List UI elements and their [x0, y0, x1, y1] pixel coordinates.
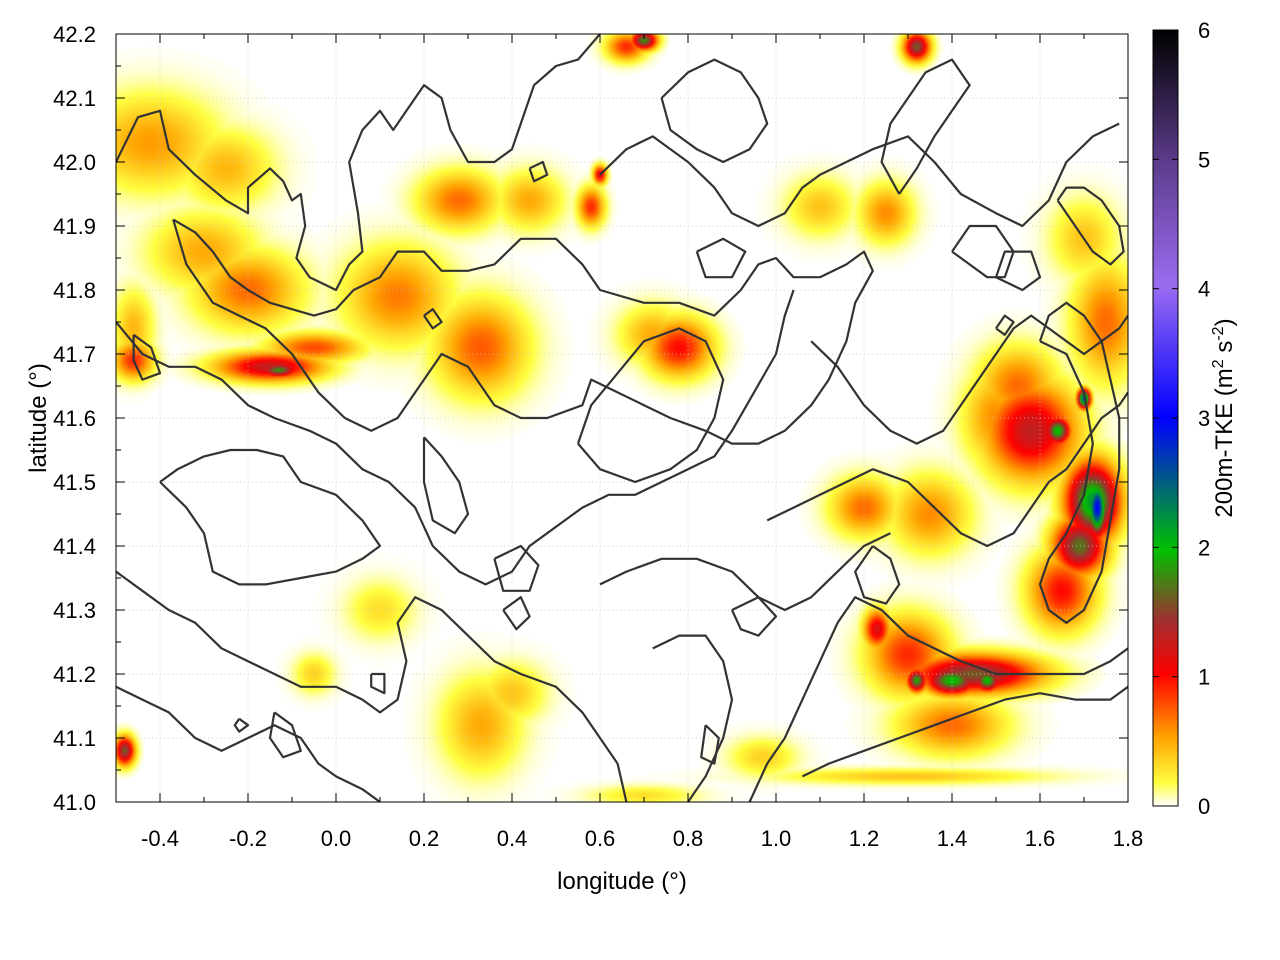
contour-line — [233, 717, 250, 733]
x-tick-label: 1.0 — [761, 826, 792, 851]
contour-line — [576, 327, 725, 484]
x-tick-label: 1.4 — [937, 826, 968, 851]
contour-line — [995, 314, 1015, 336]
x-tick-label: 0.6 — [585, 826, 616, 851]
y-tick-label: 42.0 — [53, 150, 96, 175]
contour-line — [854, 545, 901, 605]
contour-line — [116, 570, 628, 802]
y-tick-label: 42.2 — [53, 22, 96, 47]
contour-line — [660, 58, 769, 164]
contour-line — [370, 672, 386, 695]
y-tick-label: 41.1 — [53, 726, 96, 751]
contour-line — [132, 333, 162, 381]
x-tick-label: 1.8 — [1113, 826, 1144, 851]
contour-line — [695, 237, 747, 279]
colorbar-title: 200m-TKE (m2 s-2) — [1210, 318, 1238, 517]
contour-line — [599, 122, 1120, 228]
y-tick-label: 41.9 — [53, 214, 96, 239]
contour-line — [1038, 301, 1121, 624]
contour-line — [731, 596, 778, 637]
contour-line — [528, 160, 549, 183]
y-tick-label: 41.4 — [53, 534, 96, 559]
x-axis: -0.4 -0.2 0.0 0.2 0.4 0.6 0.8 1.0 1.2 1.4 1.6 1.8 — [115, 34, 1144, 851]
x-tick-label: 1.6 — [1025, 826, 1056, 851]
contour-line — [880, 58, 971, 195]
y-tick-label: 41.0 — [53, 790, 96, 815]
contour-line — [423, 308, 443, 330]
y-tick-label: 42.1 — [53, 86, 96, 111]
y-axis-title: latitude (°) — [25, 363, 52, 473]
x-tick-label: 0.0 — [321, 826, 352, 851]
x-tick-label: 0.2 — [409, 826, 440, 851]
x-tick-label: 0.8 — [673, 826, 704, 851]
contour-line — [268, 711, 302, 759]
contour-line — [1056, 186, 1125, 266]
y-tick-label: 41.5 — [53, 470, 96, 495]
y-tick-label: 41.8 — [53, 278, 96, 303]
x-tick-label: 0.4 — [497, 826, 528, 851]
contour-line — [748, 596, 1128, 802]
contour-line — [422, 436, 470, 535]
contour-line — [652, 634, 734, 802]
x-axis-title: longitude (°) — [557, 868, 687, 895]
contour-line — [116, 685, 381, 802]
colorbar-tick-label: 0 — [1198, 794, 1210, 819]
contour-line — [502, 596, 531, 631]
grid-lines — [116, 34, 1128, 802]
y-tick-label: 41.6 — [53, 406, 96, 431]
x-tick-label: -0.2 — [229, 826, 267, 851]
terrain-contours — [116, 34, 1128, 802]
y-axis: 41.0 41.1 41.2 41.3 41.4 41.5 41.6 41.7 41.8 41.9… — [53, 22, 1128, 815]
colorbar-tick-label: 4 — [1198, 277, 1210, 302]
x-tick-label: -0.4 — [141, 826, 179, 851]
colorbar-axis: 0 1 2 3 4 5 6 — [1153, 18, 1210, 819]
contour-line — [116, 34, 601, 292]
contour-line — [700, 724, 720, 765]
contour-line — [810, 314, 1128, 445]
contour-line — [994, 250, 1042, 292]
y-tick-label: 41.3 — [53, 598, 96, 623]
x-tick-label: 1.2 — [849, 826, 880, 851]
y-tick-label: 41.2 — [53, 662, 96, 687]
contour-line — [493, 544, 540, 592]
y-tick-label: 41.7 — [53, 342, 96, 367]
colorbar-tick-label: 6 — [1198, 18, 1210, 43]
colorbar-tick-label: 3 — [1198, 406, 1210, 431]
contour-line — [951, 224, 1015, 279]
contour-line — [172, 218, 874, 445]
contour-line — [801, 685, 1128, 778]
colorbar-tick-label: 2 — [1198, 535, 1210, 560]
contour-line — [159, 448, 382, 586]
colorbar-tick-label: 5 — [1198, 147, 1210, 172]
contour-line — [766, 391, 1128, 548]
colorbar-tick-label: 1 — [1198, 665, 1210, 690]
